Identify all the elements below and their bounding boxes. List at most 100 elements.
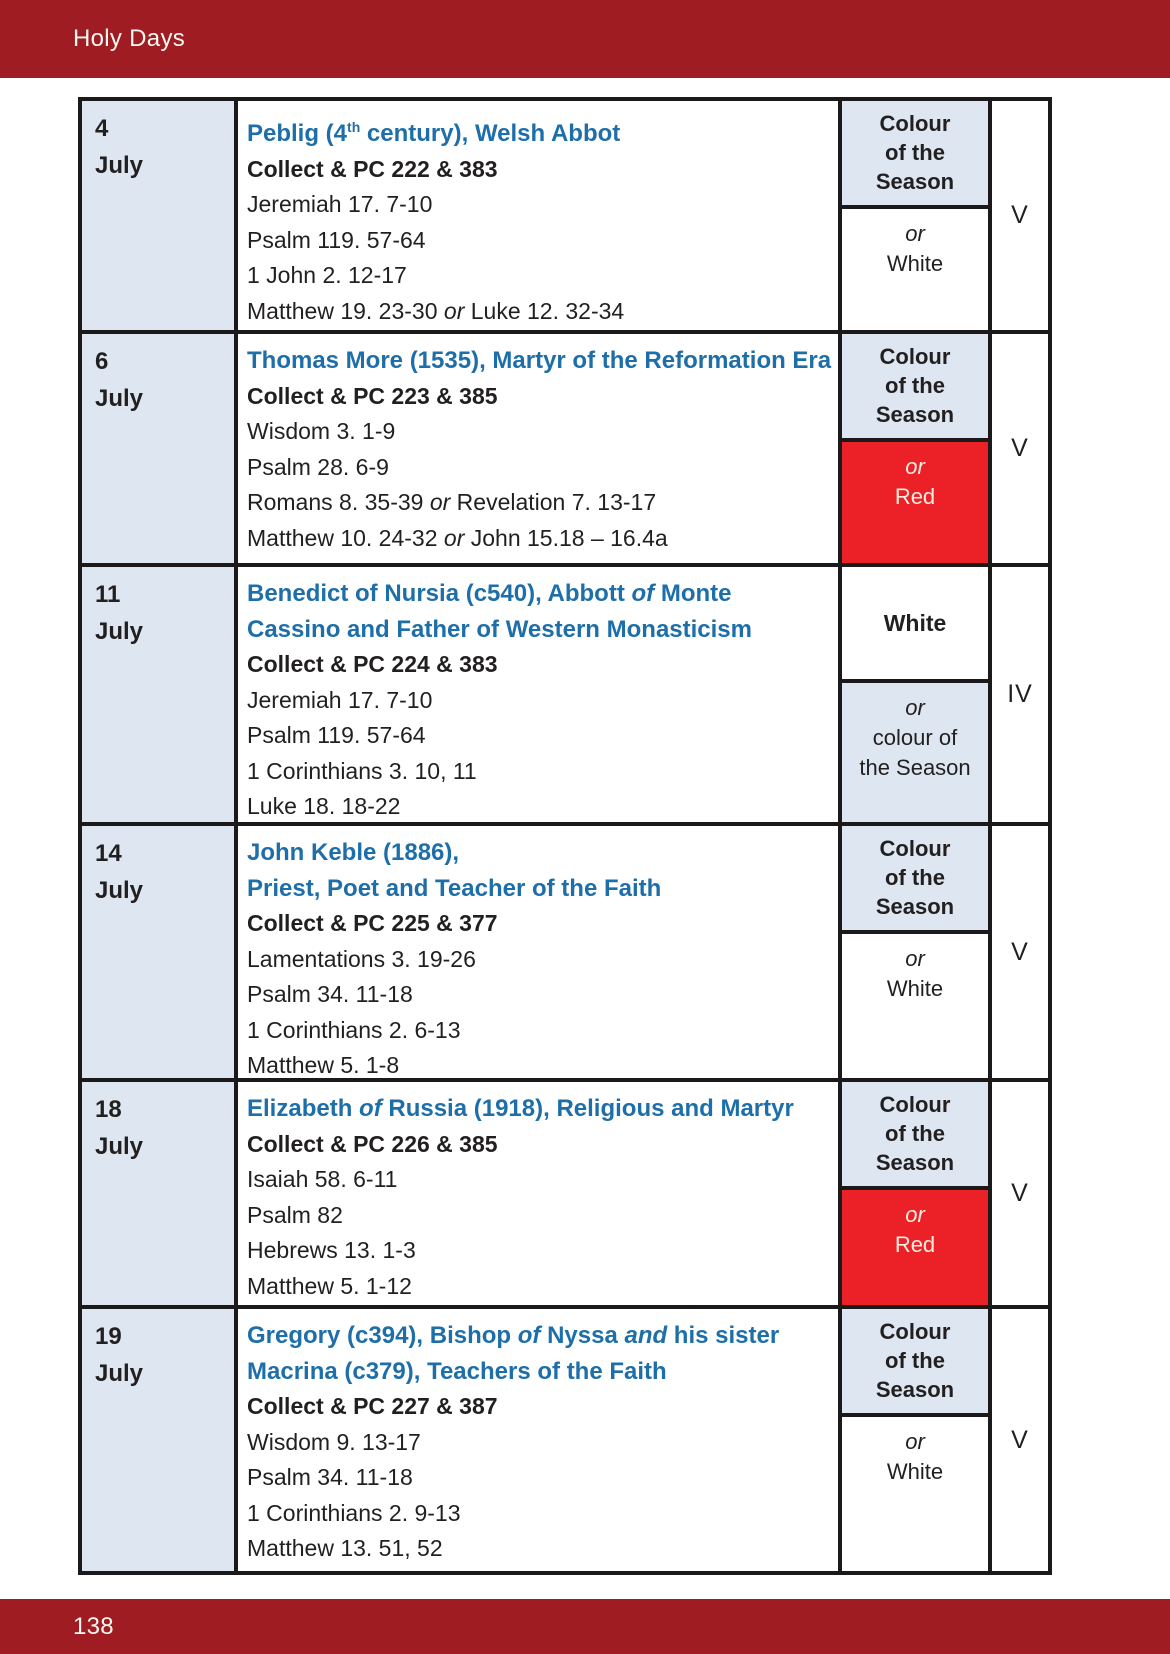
colour-label-line: Colour <box>879 1319 951 1344</box>
title-text: Peblig (4 <box>247 120 348 147</box>
colour-name: Red <box>894 1232 936 1257</box>
table-row: 11 July Benedict of Nursia (c540), Abbot… <box>82 567 1048 826</box>
reading-line: 1 John 2. 12-17 <box>247 258 828 294</box>
table-row: 18 July Elizabeth of Russia (1918), Reli… <box>82 1082 1048 1309</box>
title-italic: and <box>624 1322 668 1349</box>
collect-reference: Collect & PC 222 & 383 <box>247 155 498 182</box>
description-cell: Elizabeth of Russia (1918), Religious an… <box>238 1082 842 1305</box>
reading-line: Psalm 119. 57-64 <box>247 718 828 754</box>
feast-title: Elizabeth of Russia (1918), Religious an… <box>247 1091 828 1127</box>
title-text: Russia (1918), Religious and Martyr <box>381 1095 794 1122</box>
date-day: 14 <box>95 840 122 867</box>
colour-name: White <box>886 251 944 276</box>
reading-line: Wisdom 3. 1-9 <box>247 414 828 450</box>
table-row: 19 July Gregory (c394), Bishop of Nyssa … <box>82 1309 1048 1571</box>
date-day: 18 <box>95 1096 122 1123</box>
or-word: or <box>905 454 925 479</box>
reading-line: Isaiah 58. 6-11 <box>247 1162 828 1198</box>
description-cell: Benedict of Nursia (c540), Abbott of Mon… <box>238 567 842 822</box>
description-cell: Peblig (4th century), Welsh Abbot Collec… <box>238 101 842 330</box>
alternative-colour: or White <box>842 1417 988 1571</box>
reading-text: Psalm 34. 11-18 <box>247 981 413 1007</box>
feast-title: Peblig (4th century), Welsh Abbot <box>247 110 828 152</box>
reading-line: Luke 18. 18-22 <box>247 789 828 822</box>
reading-line: Lamentations 3. 19-26 <box>247 942 828 978</box>
reading-line: Psalm 34. 11-18 <box>247 1460 828 1496</box>
reading-text: Matthew 10. 24-32 <box>247 524 444 551</box>
date-day: 6 <box>95 348 109 375</box>
colour-of-season-label: Colour of the Season <box>842 334 988 442</box>
title-text: Nyssa <box>540 1322 625 1349</box>
title-text: Macrina (c379), Teachers of the Faith <box>247 1357 667 1385</box>
footer-bar: 138 <box>0 1599 1170 1654</box>
reading-text: Isaiah 58. 6-11 <box>247 1166 398 1192</box>
title-text: John Keble (1886), <box>247 839 460 866</box>
colour-cell: Colour of the Season or Red <box>842 334 992 563</box>
reading-line: Matthew 19. 23-30 or Luke 12. 32-34 <box>247 294 828 330</box>
reading-text: 1 Corinthians 2. 9-13 <box>247 1499 461 1526</box>
title-text: his sister <box>667 1322 780 1349</box>
reading-line: Psalm 119. 57-64 <box>247 223 828 259</box>
alternative-colour-red: or Red <box>842 1190 988 1305</box>
feast-title: Benedict of Nursia (c540), Abbott of Mon… <box>247 576 828 647</box>
title-text: century), Welsh Abbot <box>360 120 621 147</box>
class-numeral-cell: V <box>992 826 1048 1078</box>
alternative-colour-season: or colour of the Season <box>842 683 988 822</box>
reading-line: Psalm 34. 11-18 <box>247 977 828 1013</box>
reading-line: Wisdom 9. 13-17 <box>247 1425 828 1461</box>
class-numeral-cell: V <box>992 334 1048 563</box>
title-italic: of <box>631 580 655 607</box>
reading-text: Jeremiah 17. 7-10 <box>247 191 433 217</box>
feast-title: Gregory (c394), Bishop of Nyssa and his … <box>247 1318 828 1389</box>
colour-of-season-label: Colour of the Season <box>842 1082 988 1190</box>
colour-name: colour of <box>872 725 958 750</box>
class-numeral: V <box>1011 1425 1029 1454</box>
class-numeral: IV <box>1007 680 1033 708</box>
reading-text: Wisdom 3. 1-9 <box>247 418 396 444</box>
reading-text: Psalm 34. 11-18 <box>247 1464 413 1490</box>
date-cell: 19 July <box>82 1309 238 1571</box>
date-cell: 14 July <box>82 826 238 1078</box>
colour-label-line: Colour <box>879 344 951 369</box>
reading-text: Lamentations 3. 19-26 <box>247 945 476 972</box>
class-numeral: V <box>1011 937 1029 966</box>
or-word: or <box>905 1202 925 1227</box>
date-month: July <box>95 877 144 904</box>
date-cell: 11 July <box>82 567 238 822</box>
class-numeral-cell: IV <box>992 567 1048 822</box>
reading-text: Psalm 119. 57-64 <box>247 722 426 748</box>
date-month: July <box>95 1360 144 1387</box>
reading-text: 1 John 2. 12-17 <box>247 262 407 288</box>
class-numeral: V <box>1011 201 1029 229</box>
reading-line: Jeremiah 17. 7-10 <box>247 683 828 719</box>
colour-label-line: of the <box>885 865 945 890</box>
colour-label-line: Colour <box>879 111 951 136</box>
reading-text: Jeremiah 17. 7-10 <box>247 686 433 713</box>
reading-text: Matthew 19. 23-30 <box>247 297 444 324</box>
reading-line: Matthew 10. 24-32 or John 15.18 – 16.4a <box>247 521 828 557</box>
reading-line: 1 Corinthians 2. 9-13 <box>247 1496 828 1532</box>
title-text: Monte <box>654 580 732 607</box>
reading-line: Psalm 82 <box>247 1198 828 1234</box>
date-cell: 6 July <box>82 334 238 563</box>
description-cell: John Keble (1886), Priest, Poet and Teach… <box>238 826 842 1078</box>
collect-reference: Collect & PC 223 & 385 <box>247 382 498 409</box>
colour-cell: White or colour of the Season <box>842 567 992 822</box>
colour-cell: Colour of the Season or White <box>842 826 992 1078</box>
description-cell: Gregory (c394), Bishop of Nyssa and his … <box>238 1309 842 1571</box>
table-row: 4 July Peblig (4th century), Welsh Abbot… <box>82 101 1048 334</box>
table-row: 14 July John Keble (1886), Priest, Poet a… <box>82 826 1048 1082</box>
colour-of-season-label: Colour of the Season <box>842 101 988 209</box>
collect-reference: Collect & PC 225 & 377 <box>247 910 498 936</box>
page-title: Holy Days <box>73 25 186 52</box>
colour-cell: Colour of the Season or Red <box>842 1082 992 1305</box>
colour-of-season-label: Colour of the Season <box>842 1309 988 1417</box>
feast-title: Thomas More (1535), Martyr of the Reform… <box>247 343 831 379</box>
date-cell: 4 July <box>82 101 238 330</box>
reading-text: Matthew 5. 1-12 <box>247 1272 412 1299</box>
date-month: July <box>95 385 144 412</box>
or-word: or <box>443 524 465 551</box>
colour-label-line: Season <box>875 894 955 919</box>
reading-line: Matthew 5. 1-12 <box>247 1269 828 1305</box>
reading-line: Hebrews 13. 1-3 <box>247 1233 828 1269</box>
